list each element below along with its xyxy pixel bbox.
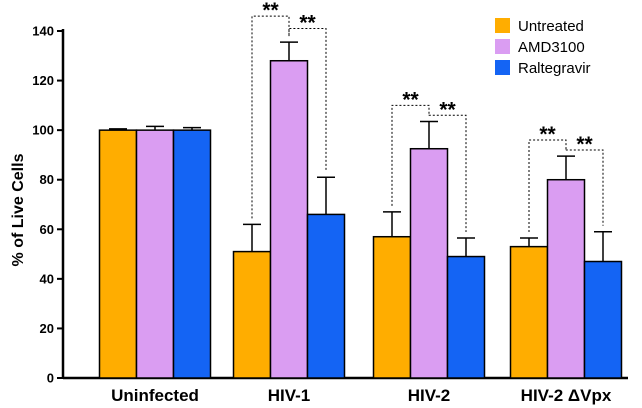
y-tick-label: 120 (32, 73, 54, 88)
bar (509, 245, 549, 379)
bar (546, 178, 586, 379)
bars (98, 41, 623, 379)
significance-label: ** (576, 133, 593, 156)
y-axis-label: % of Live Cells (10, 153, 27, 266)
x-category-label: HIV-2 (408, 386, 451, 405)
bar (306, 213, 346, 379)
legend-swatch (495, 39, 510, 54)
significance-bracket (565, 149, 604, 226)
significance-bracket (528, 139, 567, 232)
bar (269, 59, 309, 379)
significance-label: ** (439, 98, 456, 121)
bar (372, 235, 412, 379)
legend-label: Untreated (518, 18, 584, 35)
significance-bracket (251, 15, 290, 219)
significance-bracket (428, 114, 467, 232)
bar (232, 250, 272, 379)
bar (135, 129, 175, 379)
legend-swatch (495, 18, 510, 33)
bar (446, 255, 486, 379)
bar (98, 129, 138, 379)
significance-label: ** (299, 12, 316, 35)
legend: Untreated AMD3100 Raltegravir (495, 18, 591, 77)
x-category-label: Uninfected (111, 386, 199, 405)
y-tick-label: 80 (40, 172, 54, 187)
legend-label: AMD3100 (518, 39, 585, 56)
y-tick-label: 60 (40, 222, 54, 237)
bar (583, 260, 623, 379)
bar (172, 129, 212, 379)
legend-swatch (495, 60, 510, 75)
significance-label: ** (539, 123, 556, 146)
legend-label: Raltegravir (518, 60, 591, 77)
bar (409, 147, 449, 379)
y-tick-label: 20 (40, 321, 54, 336)
x-category-label: HIV-2 ΔVpx (521, 386, 612, 405)
significance-label: ** (262, 0, 279, 22)
significance-label: ** (402, 88, 419, 111)
y-tick-label: 0 (47, 371, 54, 386)
x-category-label: HIV-1 (268, 386, 311, 405)
y-tick-label: 40 (40, 271, 54, 286)
y-tick-label: 140 (32, 24, 54, 39)
y-tick-label: 100 (32, 123, 54, 138)
significance-brackets: ** ** ** ** ** ** (251, 0, 604, 232)
